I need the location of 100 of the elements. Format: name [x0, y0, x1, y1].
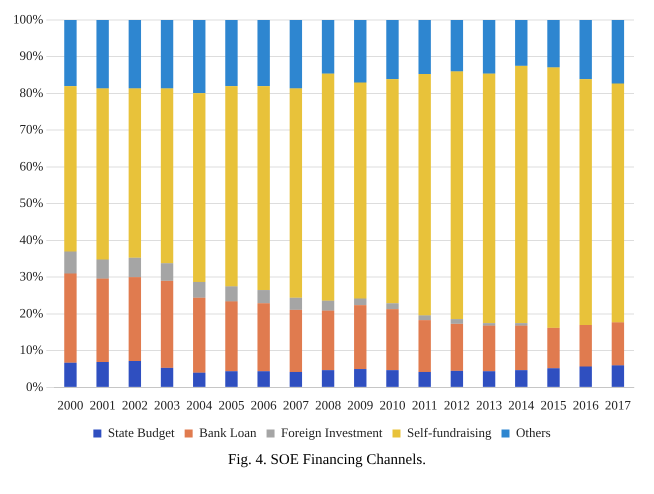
x-tick-label: 2001: [90, 398, 116, 413]
bar: [257, 86, 270, 290]
bar: [612, 84, 624, 322]
bar: [128, 20, 142, 88]
x-tick-label: 2003: [154, 398, 180, 413]
x-tick-label: 2007: [282, 398, 310, 413]
y-tick-label: 0%: [26, 378, 44, 394]
bar: [322, 20, 334, 74]
bar: [515, 66, 528, 324]
bar: [96, 260, 109, 279]
bar: [225, 286, 238, 302]
bar: [322, 74, 334, 301]
bar: [193, 20, 206, 94]
bar: [354, 298, 366, 306]
bar: [225, 371, 238, 387]
bar: [128, 88, 142, 258]
bar: [386, 79, 399, 304]
y-tick-label: 10%: [19, 342, 44, 358]
bar: [128, 360, 142, 387]
bar: [290, 88, 302, 298]
bar: [322, 310, 334, 370]
bar: [547, 328, 560, 368]
bar: [482, 371, 496, 387]
bar: [579, 324, 592, 366]
bar: [418, 320, 431, 372]
x-tick-label: 2004: [186, 398, 213, 413]
x-tick-label: 2012: [444, 398, 470, 413]
bar: [612, 20, 624, 84]
bar: [225, 301, 238, 372]
bar: [128, 258, 142, 278]
bar: [128, 277, 142, 361]
bar: [547, 67, 560, 328]
bar: [386, 370, 399, 387]
bar: [515, 326, 528, 370]
bar: [482, 20, 496, 74]
bar: [322, 370, 334, 387]
bar: [193, 93, 206, 282]
y-tick-label: 90%: [19, 48, 44, 64]
bar: [160, 88, 174, 264]
bar: [612, 365, 624, 387]
bar: [322, 300, 334, 311]
bar: [450, 370, 464, 387]
bar: [547, 368, 560, 387]
bar: [354, 369, 366, 387]
bar: [290, 20, 302, 88]
bar: [64, 20, 77, 86]
bar: [386, 309, 399, 370]
x-tick-label: 2008: [315, 398, 342, 413]
bar: [257, 303, 270, 372]
bar: [160, 20, 174, 88]
y-tick-label: 40%: [19, 232, 44, 247]
x-tick-label: 2010: [379, 398, 406, 413]
bar: [64, 86, 77, 252]
bar: [612, 322, 624, 366]
x-tick-label: 2011: [412, 398, 438, 413]
x-tick-label: 2002: [122, 398, 148, 413]
legend-label: Others: [516, 424, 551, 440]
legend-label: Foreign Investment: [281, 424, 383, 440]
bar: [64, 362, 77, 387]
y-tick-label: 100%: [12, 11, 44, 26]
x-tick-label: 2006: [250, 398, 278, 413]
bar: [64, 274, 77, 363]
bar: [96, 362, 109, 387]
bar: [482, 74, 496, 324]
bar: [354, 20, 366, 82]
bar: [386, 303, 399, 310]
bar: [418, 372, 431, 387]
x-tick-label: 2005: [218, 398, 244, 413]
bar: [579, 20, 592, 80]
bar: [193, 298, 206, 373]
bar: [193, 372, 206, 387]
bar: [482, 323, 496, 326]
x-tick-label: 2017: [604, 398, 632, 413]
legend-label: Bank Loan: [199, 424, 258, 440]
bar: [515, 323, 528, 326]
x-tick-label: 2016: [572, 398, 600, 413]
bar: [290, 310, 302, 372]
bar: [450, 71, 464, 320]
bar: [257, 20, 270, 86]
bar: [354, 305, 366, 370]
bar: [64, 251, 77, 274]
y-tick-label: 20%: [19, 305, 44, 320]
bar: [96, 20, 109, 88]
bar: [193, 282, 206, 298]
bar: [386, 20, 399, 80]
legend-label: State Budget: [108, 424, 176, 440]
bar: [290, 298, 302, 310]
bar: [418, 20, 431, 74]
bar: [418, 74, 431, 316]
caption: Fig. 4. SOE Financing Channels.: [227, 452, 427, 469]
y-tick-label: 50%: [19, 195, 44, 210]
bar: [160, 263, 174, 281]
bar: [579, 79, 592, 325]
bar: [515, 20, 528, 66]
bar: [257, 371, 270, 387]
x-tick-label: 2013: [476, 398, 502, 413]
x-tick-label: 2009: [347, 398, 374, 413]
y-tick-label: 30%: [19, 268, 44, 284]
bar: [450, 319, 464, 324]
bar: [290, 372, 302, 387]
